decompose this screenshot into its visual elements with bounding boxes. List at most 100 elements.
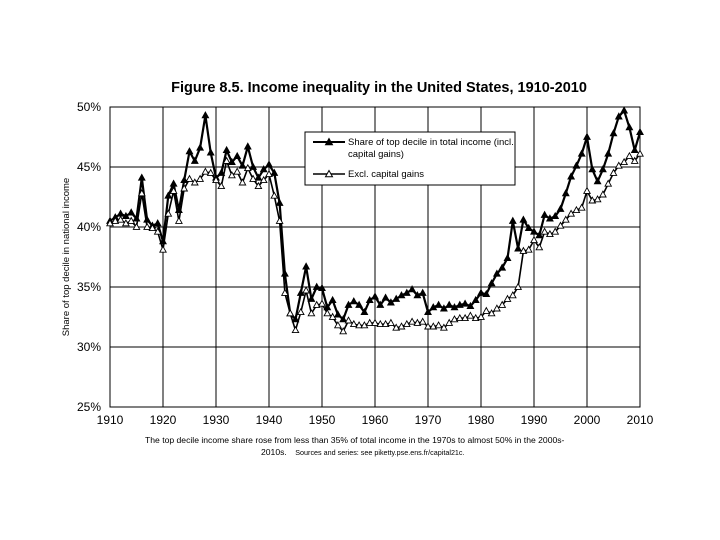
- data-point: [498, 263, 507, 271]
- data-point: [339, 315, 348, 323]
- data-point: [180, 175, 189, 184]
- x-axis: 1910 1920 1930 1940 1950 1960 1970 1980 1990 2000…: [97, 413, 654, 427]
- data-point: [296, 307, 305, 316]
- data-point: [174, 216, 183, 224]
- data-point: [630, 145, 639, 154]
- data-point: [429, 303, 438, 311]
- legend-label-excl: Excl. capital gains: [348, 169, 424, 180]
- data-point: [471, 313, 480, 322]
- data-point: [217, 181, 226, 190]
- data-point: [302, 286, 311, 294]
- data-point: [312, 282, 321, 290]
- data-point: [519, 215, 528, 223]
- data-point: [620, 106, 629, 114]
- data-point: [249, 162, 258, 170]
- data-point: [625, 123, 634, 131]
- data-point: [360, 321, 369, 329]
- data-point: [530, 235, 538, 244]
- data-point: [137, 173, 146, 181]
- data-point: [185, 147, 194, 155]
- data-point: [609, 129, 618, 137]
- data-point: [487, 279, 496, 287]
- legend-marker-incl: [324, 137, 334, 146]
- caption-source: Sources and series: see piketty.pse.ens.…: [295, 448, 464, 457]
- y-tick-label: 50%: [77, 100, 101, 114]
- data-point: [349, 297, 358, 305]
- data-point: [291, 325, 300, 334]
- data-point: [434, 321, 443, 329]
- data-point: [402, 319, 411, 328]
- data-point: [535, 231, 544, 239]
- data-point: [323, 309, 332, 317]
- x-tick-label: 1950: [309, 413, 336, 427]
- data-point: [206, 148, 215, 156]
- x-tick-label: 1910: [97, 413, 124, 427]
- data-point: [439, 304, 448, 312]
- data-point: [291, 315, 300, 323]
- data-point: [397, 322, 406, 330]
- x-tick-label: 1940: [256, 413, 283, 427]
- data-point: [583, 132, 591, 140]
- data-point: [583, 186, 591, 194]
- data-point: [455, 300, 464, 308]
- data-point: [535, 243, 544, 251]
- data-point: [376, 319, 385, 328]
- data-point: [371, 318, 379, 326]
- data-point: [492, 269, 501, 277]
- data-point: [159, 245, 167, 253]
- data-point: [471, 295, 480, 304]
- data-point: [630, 156, 639, 164]
- data-point: [418, 317, 427, 325]
- data-point: [233, 167, 242, 175]
- data-point: [148, 223, 157, 232]
- data-point: [540, 227, 549, 235]
- data-point: [556, 221, 565, 229]
- data-point: [413, 318, 422, 326]
- data-point: [556, 204, 565, 212]
- data-point: [238, 161, 247, 169]
- data-point: [461, 299, 470, 307]
- data-point: [227, 171, 236, 179]
- data-point: [482, 306, 491, 314]
- data-point: [265, 169, 273, 178]
- x-tick-label: 2000: [574, 413, 601, 427]
- data-point: [121, 211, 130, 220]
- data-point: [106, 219, 114, 227]
- data-point: [355, 300, 364, 308]
- data-point: [365, 295, 374, 304]
- data-point: [466, 301, 475, 310]
- data-point: [598, 190, 607, 198]
- data-point: [180, 184, 189, 192]
- data-point: [333, 321, 342, 329]
- data-point: [355, 321, 364, 329]
- data-point: [614, 161, 623, 169]
- data-point: [318, 299, 326, 307]
- data-point: [392, 323, 401, 331]
- data-point: [477, 288, 485, 296]
- data-point: [153, 219, 162, 227]
- data-point: [439, 323, 448, 331]
- data-point: [466, 311, 475, 319]
- data-point: [328, 312, 337, 320]
- data-point: [212, 175, 220, 184]
- caption-line-1: The top decile income share rose from le…: [145, 435, 565, 445]
- data-point: [164, 191, 173, 199]
- data-point: [487, 309, 496, 317]
- data-point: [169, 186, 178, 194]
- data-point: [561, 189, 570, 197]
- data-point: [498, 300, 507, 308]
- data-point: [604, 149, 613, 157]
- data-point: [233, 151, 242, 160]
- y-tick-label: 30%: [77, 340, 101, 354]
- data-point: [418, 288, 427, 296]
- data-point: [190, 156, 199, 164]
- x-tick-label: 1980: [468, 413, 495, 427]
- data-point: [286, 309, 295, 317]
- data-point: [259, 165, 268, 173]
- data-point: [275, 198, 284, 206]
- data-point: [482, 289, 491, 298]
- data-point: [116, 209, 125, 217]
- data-point: [514, 244, 523, 252]
- data-point: [524, 245, 533, 253]
- data-point: [137, 189, 146, 197]
